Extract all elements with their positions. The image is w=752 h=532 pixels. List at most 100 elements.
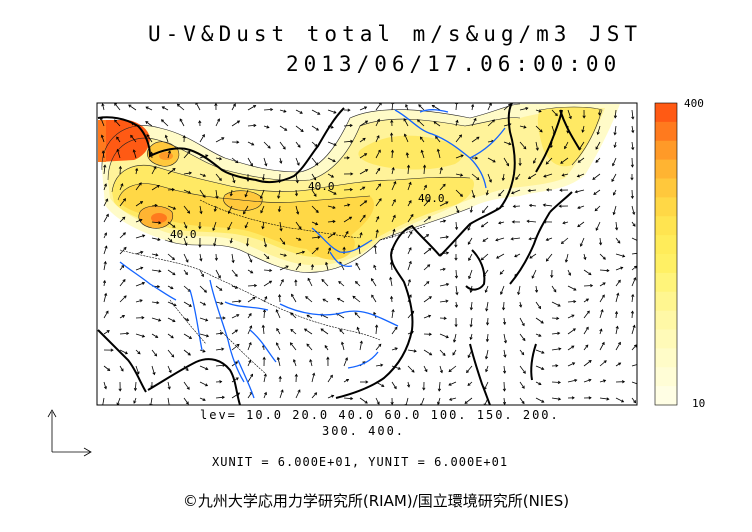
wind-arrow-head — [442, 352, 446, 356]
wind-arrow-head — [471, 103, 475, 108]
wind-arrow — [291, 294, 297, 303]
wind-arrow-head — [376, 401, 380, 405]
wind-arrow — [327, 375, 333, 383]
wind-arrow — [503, 317, 506, 325]
wind-arrow-head — [521, 323, 525, 327]
wind-arrow — [564, 141, 569, 149]
wind-arrow — [103, 183, 107, 191]
wind-arrow-head — [488, 179, 492, 183]
wind-arrow-head — [187, 190, 192, 194]
wind-arrow — [290, 312, 297, 319]
wind-arrow-head — [550, 274, 554, 279]
wind-arrow — [575, 189, 585, 193]
wind-arrow — [449, 397, 457, 401]
wind-arrow — [567, 314, 575, 319]
wind-arrow-head — [442, 267, 446, 271]
wind-arrow — [231, 377, 239, 383]
wind-arrow-head — [205, 334, 210, 338]
wind-arrow — [528, 189, 537, 192]
wind-arrow-head — [234, 285, 239, 289]
wind-arrow-head — [633, 400, 637, 404]
wind-arrow-head — [179, 118, 183, 122]
wind-arrow-head — [364, 153, 368, 157]
wind-arrow — [231, 103, 236, 111]
wind-arrow — [179, 118, 185, 127]
wind-arrow-head — [411, 369, 415, 373]
wind-arrow — [535, 365, 544, 370]
wind-arrow-head — [529, 255, 533, 259]
wind-arrow — [151, 349, 157, 357]
wind-arrow — [167, 333, 174, 339]
wind-arrow-head — [562, 221, 566, 225]
wind-arrow-head — [326, 356, 330, 360]
wind-arrow-head — [495, 238, 499, 242]
wind-arrow-head — [172, 272, 176, 276]
wind-arrow — [215, 396, 225, 399]
wind-arrow-head — [445, 335, 449, 339]
wind-arrow-head — [170, 335, 174, 339]
wind-arrow-head — [503, 340, 508, 344]
wind-arrow — [135, 365, 140, 375]
wind-arrow — [599, 328, 602, 335]
wind-arrow — [263, 296, 267, 303]
wind-arrow-head — [469, 336, 473, 341]
wind-arrow — [583, 285, 593, 287]
wind-arrow-head — [185, 401, 189, 405]
wind-arrow — [374, 245, 377, 255]
wind-arrow — [529, 253, 537, 259]
wind-arrow-head — [199, 258, 203, 262]
wind-arrow-head — [103, 260, 107, 265]
wind-arrow — [631, 294, 634, 303]
wind-arrow-head — [114, 119, 118, 123]
wind-arrow-head — [234, 273, 238, 277]
wind-arrow — [452, 349, 457, 356]
wind-arrow — [561, 237, 569, 244]
wind-arrow-head — [140, 250, 144, 254]
wind-arrow-head — [283, 253, 287, 257]
wind-arrow — [327, 247, 331, 255]
wind-arrow-head — [349, 188, 354, 192]
wind-arrow — [519, 349, 525, 355]
wind-arrow-head — [617, 279, 621, 283]
wind-arrow — [135, 168, 138, 175]
wind-arrow — [391, 326, 398, 335]
wind-arrow-head — [188, 336, 193, 339]
wind-arrow-head — [186, 386, 190, 390]
wind-arrow-head — [473, 117, 477, 122]
wind-arrow-head — [464, 400, 468, 404]
wind-arrow-head — [185, 259, 189, 263]
wind-arrow-head — [560, 160, 564, 164]
wind-arrow — [355, 263, 361, 271]
wind-arrow-head — [171, 188, 175, 192]
wind-arrow — [100, 117, 105, 127]
wind-arrow — [227, 221, 233, 230]
wind-arrow — [631, 325, 635, 335]
wind-arrow-head — [622, 254, 626, 258]
wind-arrow-head — [221, 347, 225, 351]
wind-arrow-head — [538, 109, 542, 113]
wind-arrow-head — [502, 388, 507, 392]
wind-arrow-head — [345, 230, 349, 234]
wind-arrow-head — [501, 307, 506, 311]
wind-arrow — [327, 157, 336, 162]
wind-arrow-head — [585, 326, 589, 330]
wind-arrow-head — [103, 386, 107, 390]
wind-arrow — [151, 204, 158, 207]
wind-arrow — [102, 397, 105, 405]
wind-arrow-head — [595, 159, 599, 163]
wind-arrow — [359, 341, 363, 351]
wind-arrow-head — [376, 215, 380, 220]
wind-arrow-head — [433, 121, 437, 125]
wind-arrow-head — [320, 328, 324, 332]
wind-arrow — [529, 237, 537, 240]
wind-arrow — [295, 389, 301, 399]
wind-arrow-head — [250, 373, 253, 377]
wind-arrow — [371, 278, 377, 287]
wind-arrow-head — [615, 325, 619, 329]
wind-arrow — [114, 119, 121, 127]
wind-arrow — [231, 253, 234, 263]
wind-arrow — [295, 173, 298, 183]
wind-arrow — [263, 125, 270, 128]
wind-arrow-head — [234, 329, 239, 333]
wind-arrow — [631, 125, 634, 133]
